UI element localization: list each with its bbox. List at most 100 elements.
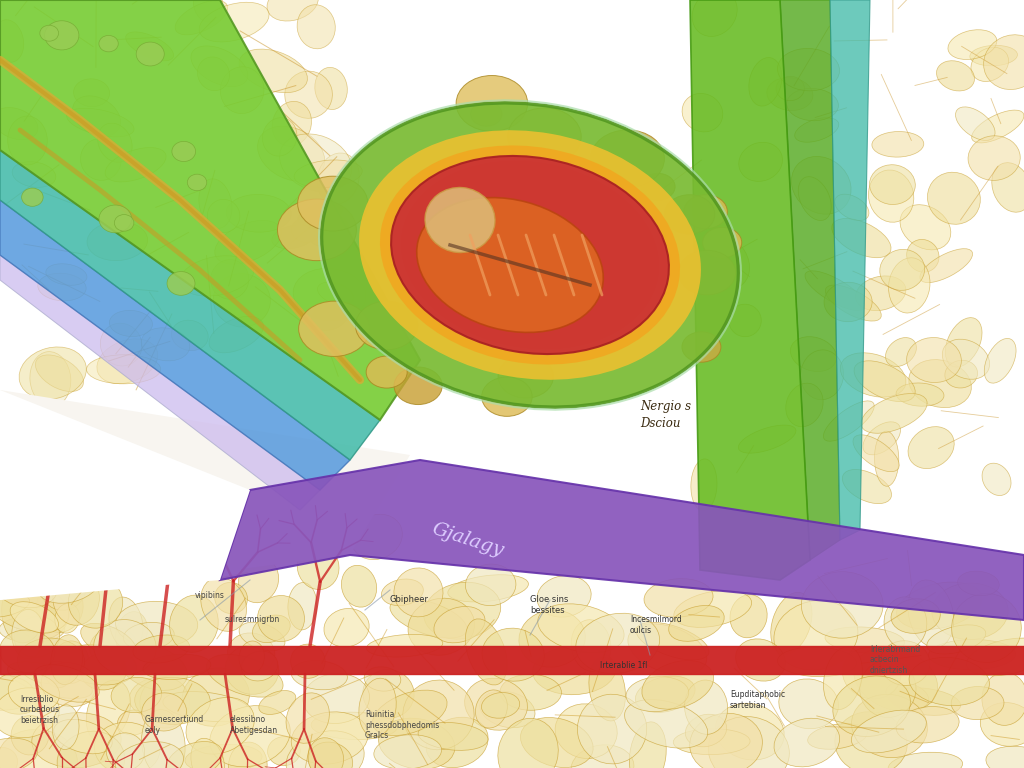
Ellipse shape	[920, 249, 973, 283]
Ellipse shape	[434, 607, 485, 643]
Ellipse shape	[860, 660, 916, 717]
Ellipse shape	[209, 316, 263, 353]
Ellipse shape	[716, 703, 784, 760]
Ellipse shape	[272, 101, 311, 147]
Ellipse shape	[951, 594, 1021, 663]
Text: Eupditaphobic
sartebian: Eupditaphobic sartebian	[730, 690, 785, 710]
Ellipse shape	[886, 683, 929, 709]
Ellipse shape	[466, 564, 516, 606]
Ellipse shape	[968, 136, 1020, 180]
Ellipse shape	[111, 677, 162, 713]
Ellipse shape	[41, 663, 97, 707]
Ellipse shape	[154, 493, 232, 519]
Ellipse shape	[7, 116, 47, 165]
Ellipse shape	[57, 731, 125, 768]
Ellipse shape	[972, 110, 1024, 143]
Ellipse shape	[116, 601, 198, 647]
Ellipse shape	[319, 483, 360, 539]
Ellipse shape	[570, 745, 634, 768]
Ellipse shape	[644, 578, 713, 617]
Ellipse shape	[367, 356, 408, 388]
Ellipse shape	[852, 694, 928, 758]
Ellipse shape	[87, 355, 161, 384]
Ellipse shape	[45, 21, 79, 50]
Ellipse shape	[835, 194, 869, 220]
Ellipse shape	[823, 401, 874, 441]
Ellipse shape	[297, 545, 339, 590]
Ellipse shape	[50, 481, 82, 524]
Ellipse shape	[992, 163, 1024, 212]
Ellipse shape	[186, 697, 254, 754]
Ellipse shape	[291, 712, 369, 764]
Ellipse shape	[94, 722, 160, 768]
Ellipse shape	[824, 283, 872, 322]
Ellipse shape	[831, 219, 891, 258]
Ellipse shape	[908, 359, 972, 408]
Ellipse shape	[868, 170, 913, 222]
Ellipse shape	[166, 512, 196, 563]
Ellipse shape	[481, 693, 519, 718]
Ellipse shape	[777, 48, 840, 91]
Ellipse shape	[37, 561, 101, 603]
Ellipse shape	[889, 258, 930, 313]
Ellipse shape	[394, 568, 443, 617]
Ellipse shape	[239, 622, 285, 650]
Ellipse shape	[46, 263, 87, 286]
Ellipse shape	[180, 256, 254, 296]
Ellipse shape	[890, 688, 961, 715]
Ellipse shape	[792, 157, 851, 214]
Ellipse shape	[374, 735, 441, 768]
Ellipse shape	[738, 425, 796, 453]
Ellipse shape	[692, 0, 737, 36]
Ellipse shape	[19, 347, 86, 399]
Ellipse shape	[297, 5, 335, 49]
Ellipse shape	[359, 131, 700, 379]
Ellipse shape	[136, 42, 164, 66]
Ellipse shape	[355, 301, 418, 349]
Ellipse shape	[141, 328, 189, 361]
Ellipse shape	[779, 679, 839, 729]
Ellipse shape	[0, 672, 44, 714]
Ellipse shape	[198, 57, 229, 91]
Ellipse shape	[73, 96, 121, 136]
Ellipse shape	[115, 214, 134, 231]
Text: lIT   Ewing: lIT Ewing	[60, 440, 117, 450]
Ellipse shape	[970, 45, 1018, 66]
Ellipse shape	[679, 250, 735, 295]
Ellipse shape	[665, 194, 715, 234]
Ellipse shape	[267, 0, 318, 21]
Ellipse shape	[61, 644, 136, 685]
Ellipse shape	[109, 597, 143, 650]
Ellipse shape	[0, 20, 24, 62]
Ellipse shape	[286, 693, 330, 743]
Ellipse shape	[164, 512, 206, 550]
Ellipse shape	[141, 693, 186, 731]
Ellipse shape	[802, 571, 883, 638]
Ellipse shape	[835, 712, 907, 768]
Polygon shape	[0, 400, 500, 768]
Ellipse shape	[40, 25, 58, 41]
Ellipse shape	[508, 108, 582, 165]
Ellipse shape	[884, 597, 927, 649]
Ellipse shape	[886, 338, 916, 366]
Ellipse shape	[854, 647, 938, 712]
Ellipse shape	[774, 601, 858, 670]
Polygon shape	[220, 460, 1024, 620]
Ellipse shape	[498, 355, 553, 398]
Ellipse shape	[984, 339, 1016, 383]
Ellipse shape	[38, 273, 86, 301]
Ellipse shape	[308, 742, 352, 768]
Ellipse shape	[635, 676, 695, 713]
Ellipse shape	[239, 49, 307, 93]
Ellipse shape	[242, 651, 278, 681]
Ellipse shape	[163, 691, 251, 722]
Ellipse shape	[12, 161, 56, 187]
Ellipse shape	[498, 718, 558, 768]
Ellipse shape	[729, 304, 761, 336]
Ellipse shape	[51, 635, 83, 684]
Ellipse shape	[40, 560, 87, 611]
Ellipse shape	[932, 583, 1009, 640]
Ellipse shape	[324, 608, 370, 647]
Ellipse shape	[239, 641, 264, 674]
Ellipse shape	[874, 431, 899, 486]
